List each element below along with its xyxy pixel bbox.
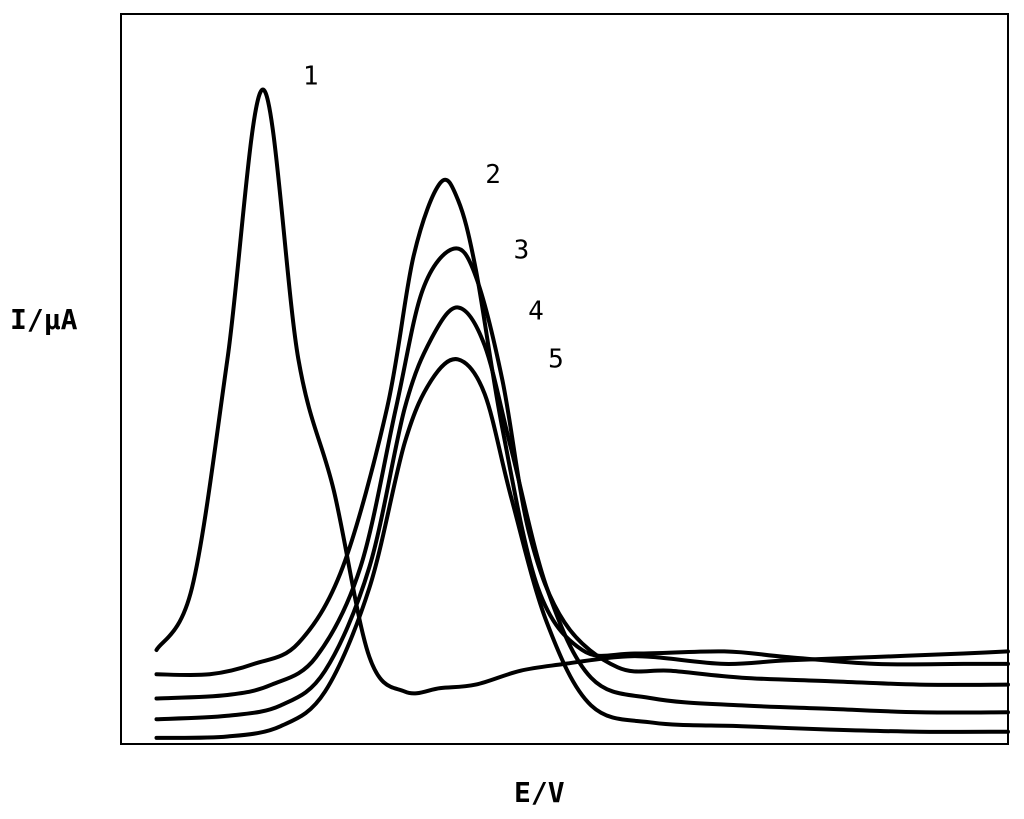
curve-label-5: 5 (548, 344, 564, 374)
curve-label-1: 1 (303, 62, 319, 92)
curve-1 (154, 87, 1010, 696)
curve-label-4: 4 (528, 297, 544, 327)
curve-labels-group: 1 2 3 45 (303, 62, 564, 375)
curve-5 (154, 357, 1010, 740)
y-axis-label: I/μA (10, 303, 78, 336)
x-axis-label: E/V (514, 776, 565, 809)
curve-3 (154, 246, 1010, 701)
plot-frame (120, 13, 1009, 745)
curve-4 (154, 305, 1010, 722)
curve-label-3: 3 (514, 236, 530, 266)
curves-group (154, 87, 1010, 740)
curve-label-2: 2 (485, 160, 501, 190)
